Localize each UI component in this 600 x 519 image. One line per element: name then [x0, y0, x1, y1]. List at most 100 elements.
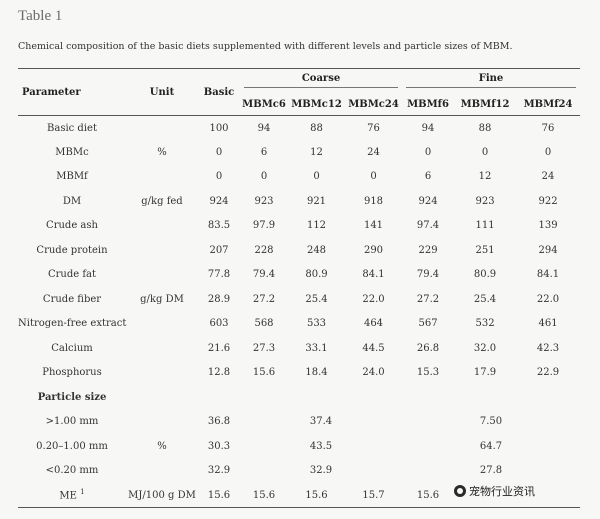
- cell: 76: [541, 122, 555, 134]
- unit-cell: g/kg fed: [141, 195, 183, 207]
- table-row: Crude fiber g/kg DM 28.9 27.2 25.4 22.0 …: [18, 287, 580, 312]
- cell: 80.9: [473, 269, 497, 281]
- header-fine-label: Fine: [406, 73, 577, 88]
- cell-coarse: 32.9: [309, 465, 333, 477]
- cell: 207: [209, 244, 229, 256]
- cell-coarse: 43.5: [309, 440, 333, 452]
- row-label: >1.00 mm: [45, 416, 99, 428]
- cell: 88: [310, 122, 323, 134]
- table-caption: Chemical composition of the basic diets …: [18, 41, 513, 52]
- footnote-marker: 1: [80, 488, 85, 497]
- table-row: Crude fat 77.8 79.4 80.9 84.1 79.4 80.9 …: [18, 263, 580, 288]
- cell: 100: [209, 122, 229, 134]
- cell: 921: [306, 195, 327, 207]
- cell: 24.0: [362, 367, 385, 379]
- cell: 21.6: [207, 342, 231, 354]
- cell: 15.6: [305, 489, 328, 501]
- cell: 603: [209, 318, 229, 330]
- section-spacer: [126, 385, 580, 410]
- cell-fine: 64.7: [479, 440, 503, 452]
- header-fine: Fine: [402, 69, 580, 94]
- unit-cell: [126, 238, 198, 263]
- cell-fine: 7.50: [479, 416, 503, 428]
- table-row: >1.00 mm % 36.8 37.4 7.50: [18, 410, 580, 452]
- unit-cell: MJ/100 g DM: [128, 489, 196, 501]
- cell: 18.4: [305, 367, 328, 379]
- cell: 44.5: [362, 342, 385, 354]
- cell: 76: [367, 122, 380, 134]
- watermark: 宠物行业资讯: [451, 482, 538, 500]
- cell: 12: [478, 171, 492, 183]
- header-coarse: Coarse: [240, 69, 402, 94]
- table-row: Phosphorus 12.8 15.6 18.4 24.0 15.3 17.9…: [18, 361, 580, 386]
- cell: 15.6: [252, 489, 276, 501]
- table-row: MBMf 0 0 0 0 6 12 24: [18, 165, 580, 190]
- cell: 461: [538, 318, 558, 330]
- unit-cell: [126, 263, 198, 288]
- cell: 26.8: [416, 342, 440, 354]
- unit-cell: [126, 361, 198, 386]
- header-unit: Unit: [149, 86, 175, 98]
- cell: 79.4: [416, 269, 440, 281]
- cell: 22.0: [536, 293, 560, 305]
- table-row: DM g/kg fed 924 923 921 918 924 923 922: [18, 189, 580, 214]
- table-row: Nitrogen-free extract 603 568 533 464 56…: [18, 312, 580, 337]
- cell: 532: [475, 318, 495, 330]
- row-label: Calcium: [51, 342, 93, 354]
- row-label: Crude ash: [46, 220, 98, 232]
- table-row-me: ME 1 MJ/100 g DM 15.6 15.6 15.6 15.7 15.…: [18, 483, 581, 508]
- cell: 228: [254, 244, 274, 256]
- cell: 111: [475, 220, 495, 232]
- cell: 88: [478, 122, 492, 134]
- cell: 924: [209, 195, 229, 207]
- cell: 36.8: [207, 416, 231, 428]
- cell: 15.3: [416, 367, 440, 379]
- row-label: MBMc: [55, 146, 89, 158]
- cell: 918: [363, 195, 384, 207]
- header-parameter: Parameter: [22, 86, 81, 98]
- cell: 27.2: [416, 293, 440, 305]
- cell: 0: [481, 146, 489, 158]
- cell: 22.9: [536, 367, 560, 379]
- unit-cell: [126, 214, 198, 239]
- cell: 248: [306, 244, 327, 256]
- cell: 139: [538, 220, 558, 232]
- header-col: MBMf24: [523, 98, 573, 110]
- cell: 30.3: [207, 440, 231, 452]
- table-row: Calcium 21.6 27.3 33.1 44.5 26.8 32.0 42…: [18, 336, 580, 361]
- row-label: Phosphorus: [42, 367, 102, 379]
- me-label: ME: [59, 490, 77, 502]
- cell: 24: [367, 146, 380, 158]
- cell: 6: [424, 171, 432, 183]
- cell: 533: [306, 318, 327, 330]
- table-row: MBMc % 0 6 12 24 0 0 0: [18, 140, 580, 165]
- cell: 290: [363, 244, 384, 256]
- unit-cell: %: [157, 146, 167, 158]
- table-title: Table 1: [18, 8, 63, 24]
- header-col: MBMf12: [460, 98, 510, 110]
- header-coarse-label: Coarse: [244, 73, 399, 88]
- unit-cell: [126, 116, 198, 141]
- cell: 15.7: [362, 489, 385, 501]
- row-label: DM: [62, 195, 82, 207]
- unit-cell: [126, 165, 198, 190]
- cell: 42.3: [536, 342, 560, 354]
- composition-table: Parameter Unit Basic Coarse Fine MBMc6 M…: [18, 68, 581, 508]
- unit-cell: [126, 336, 198, 361]
- unit-cell: [126, 312, 198, 337]
- cell: 12.8: [207, 367, 231, 379]
- cell: 294: [538, 244, 558, 256]
- cell: 27.3: [252, 342, 276, 354]
- cell: 83.5: [207, 220, 231, 232]
- cell: 112: [306, 220, 327, 232]
- table-row: Crude ash 83.5 97.9 112 141 97.4 111 139: [18, 214, 580, 239]
- row-label: MBMf: [56, 171, 88, 183]
- cell: 922: [538, 195, 558, 207]
- cell: 97.4: [416, 220, 440, 232]
- row-label: Crude protein: [36, 244, 108, 256]
- table-row: 0.20–1.00 mm 30.3 43.5 64.7: [18, 434, 580, 459]
- cell: 79.4: [252, 269, 276, 281]
- table-row: Basic diet 100 94 88 76 94 88 76: [18, 116, 580, 141]
- section-row: Particle size: [18, 385, 580, 410]
- cell: 80.9: [305, 269, 328, 281]
